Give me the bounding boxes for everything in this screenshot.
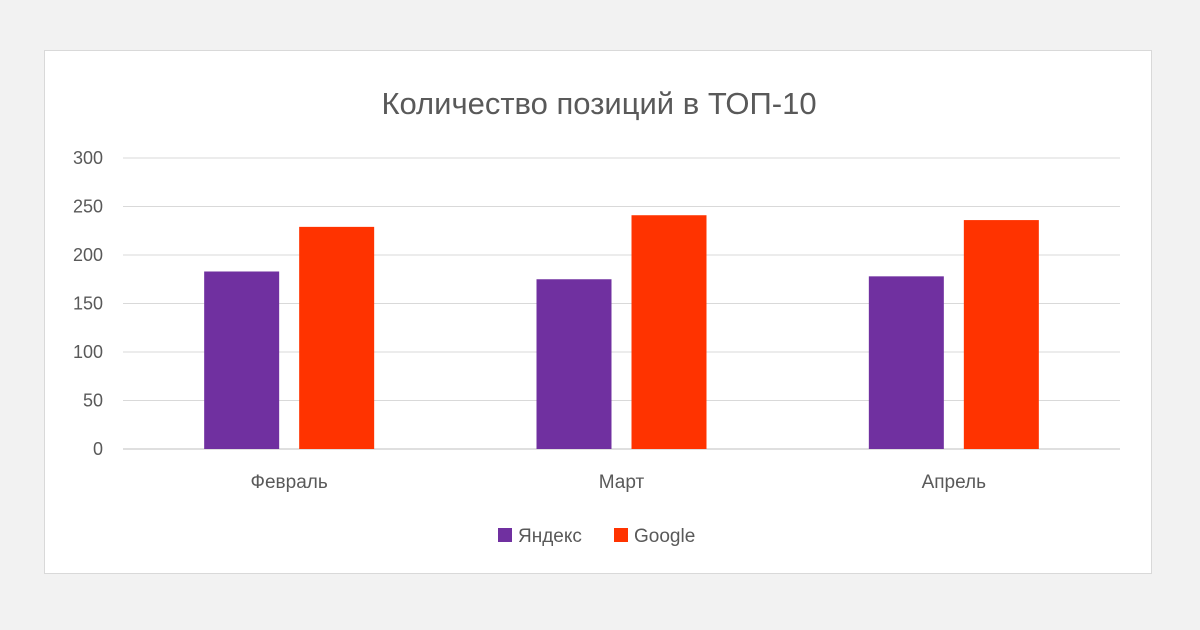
legend: Яндекс Google — [498, 526, 695, 547]
bar-yandex — [868, 276, 944, 449]
bar-google — [299, 226, 375, 449]
legend-label: Google — [634, 526, 695, 547]
bar-google — [963, 220, 1039, 449]
legend-swatch — [614, 528, 628, 542]
legend-label: Яндекс — [518, 526, 582, 547]
x-category-label: Февраль — [251, 472, 328, 493]
gridlines — [123, 157, 1120, 450]
y-tick-label: 50 — [83, 391, 103, 411]
y-tick-label: 100 — [73, 342, 103, 362]
bar-yandex — [204, 271, 280, 449]
bar-yandex — [536, 279, 612, 449]
x-axis-labels: Февраль Март Апрель — [251, 472, 987, 493]
y-tick-label: 0 — [93, 439, 103, 459]
y-tick-label: 200 — [73, 245, 103, 265]
y-axis-ticks: 0 50 100 150 200 250 300 — [73, 148, 103, 459]
bars — [204, 215, 1039, 449]
y-tick-label: 250 — [73, 197, 103, 217]
legend-swatch — [498, 528, 512, 542]
x-category-label: Март — [599, 472, 645, 493]
chart-frame: Количество позиций в ТОП-10 0 50 100 150 200… — [44, 50, 1152, 574]
y-tick-label: 150 — [73, 294, 103, 314]
bar-google — [631, 215, 707, 449]
y-tick-label: 300 — [73, 148, 103, 168]
chart-title: Количество позиций в ТОП-10 — [381, 86, 816, 121]
x-category-label: Апрель — [922, 472, 987, 493]
chart-svg: Количество позиций в ТОП-10 0 50 100 150 200… — [73, 86, 1120, 547]
